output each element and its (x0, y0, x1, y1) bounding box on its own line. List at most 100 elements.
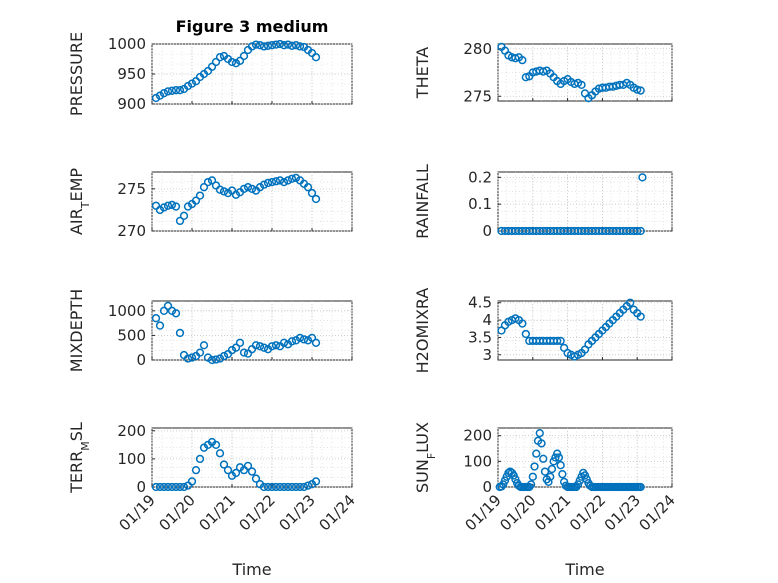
y-tick-label: 270 (117, 222, 146, 240)
data-point (255, 342, 265, 351)
data-point (247, 184, 257, 194)
data-point (187, 477, 197, 486)
data-point (271, 177, 281, 186)
y-tick-label: 500 (117, 326, 146, 344)
series-sun_flux (495, 428, 645, 492)
data-point (311, 53, 321, 62)
y-tick-label: 275 (117, 180, 146, 198)
data-point (638, 173, 647, 182)
data-point (295, 42, 305, 51)
data-point (279, 482, 289, 492)
series-rainfall (497, 173, 647, 236)
y-axis-label: SUNFLUX (413, 422, 438, 493)
x-tick-label: 01/23 (276, 491, 319, 534)
data-point (521, 329, 530, 339)
data-point (497, 482, 506, 491)
data-point (551, 453, 560, 462)
data-point (554, 453, 564, 462)
data-point (530, 462, 539, 471)
data-point (171, 202, 181, 211)
data-point (191, 196, 201, 205)
data-point (231, 468, 241, 478)
y-tick-label: 0.1 (468, 195, 492, 213)
data-point (636, 226, 645, 236)
data-point (247, 42, 257, 51)
data-point (171, 482, 181, 492)
data-point (167, 86, 177, 95)
series-h2omixra (497, 298, 645, 361)
figure-title: Figure 3 medium (176, 17, 329, 36)
subplot-theta: 275 280 THETA (413, 40, 673, 105)
data-point (259, 343, 269, 352)
data-point (553, 449, 562, 458)
subplot-h2omixra: 33.544.5 H2OMIXRA (413, 288, 673, 374)
data-point (532, 449, 541, 458)
data-point (307, 188, 317, 198)
data-point (191, 465, 201, 475)
data-point (235, 56, 245, 65)
x-tick-label: 01/21 (196, 491, 239, 534)
data-point (546, 472, 555, 481)
data-point (163, 87, 173, 96)
data-point (195, 191, 205, 200)
data-point (636, 86, 645, 95)
data-point (633, 85, 642, 94)
data-point (159, 306, 169, 315)
data-point (159, 482, 169, 492)
data-point (279, 177, 289, 187)
data-point (211, 355, 221, 364)
data-point (151, 314, 161, 323)
series-theta (497, 42, 645, 103)
data-point (155, 321, 165, 330)
data-point (263, 41, 273, 50)
data-point (287, 174, 297, 183)
y-tick-label: 275 (463, 87, 492, 105)
series-mixdepth (151, 301, 321, 365)
y-tick-label: 1000 (108, 35, 146, 53)
data-point (259, 180, 269, 189)
data-point (556, 336, 565, 346)
y-tick-label: 1000 (108, 302, 146, 320)
data-point (303, 481, 313, 490)
data-point (299, 335, 309, 344)
data-point (175, 86, 185, 95)
data-point (540, 467, 550, 476)
series-pressure (151, 39, 321, 103)
data-point (279, 41, 289, 50)
data-point (283, 176, 293, 185)
data-point (263, 482, 273, 492)
data-point (299, 482, 309, 492)
y-tick-label: 280 (463, 40, 492, 58)
data-point (537, 439, 546, 448)
data-point (267, 41, 277, 50)
data-point (175, 216, 185, 226)
axes-box (151, 171, 353, 232)
data-point (518, 56, 527, 65)
data-point (219, 187, 229, 196)
data-point (287, 482, 297, 492)
y-tick-label: 0 (482, 478, 492, 496)
data-point (283, 40, 293, 49)
y-tick-label: 100 (463, 452, 492, 470)
y-tick-label: 900 (117, 95, 146, 113)
data-point (163, 301, 173, 311)
data-point (259, 482, 269, 492)
x-tick-label: 01/21 (531, 491, 574, 534)
data-point (171, 86, 181, 95)
data-point (633, 226, 642, 236)
data-point (267, 482, 277, 492)
data-point (287, 337, 297, 346)
data-point (275, 39, 285, 49)
data-point (558, 470, 567, 479)
data-point (215, 185, 225, 194)
data-point (199, 183, 209, 192)
data-point (263, 178, 273, 188)
data-point (577, 80, 586, 89)
data-point (183, 354, 193, 363)
data-point (239, 184, 249, 194)
data-point (247, 467, 257, 476)
subplot-pressure: 900 950 1000 PRESSURE Figure 3 medium (67, 17, 353, 116)
y-tick-label: 4 (482, 311, 492, 329)
y-axis-label: H2OMIXRA (413, 288, 432, 374)
